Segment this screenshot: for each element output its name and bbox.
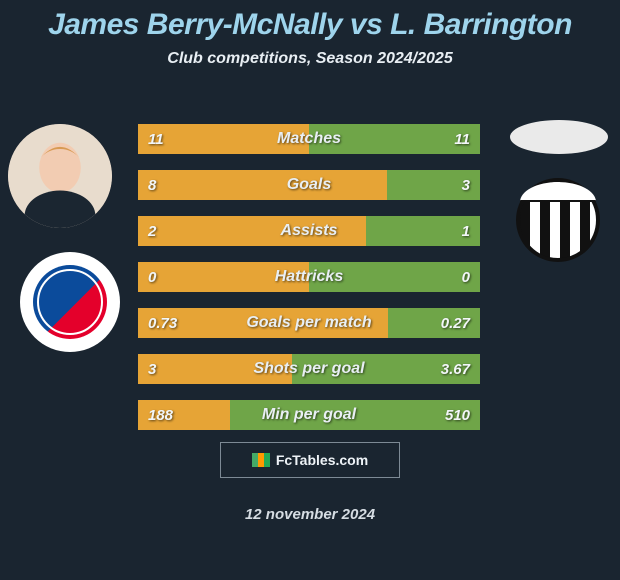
stat-value-left: 3 <box>138 354 166 384</box>
stat-label: Min per goal <box>138 400 480 430</box>
stat-value-left: 2 <box>138 216 166 246</box>
stat-value-right: 0.27 <box>431 308 480 338</box>
stat-value-right: 3.67 <box>431 354 480 384</box>
stat-row: Hattricks0 0 <box>138 262 480 292</box>
stat-value-right: 510 <box>435 400 480 430</box>
stat-value-right: 11 <box>444 124 480 154</box>
stat-row: Shots per goal3 3.67 <box>138 354 480 384</box>
stat-row: Min per goal188 510 <box>138 400 480 430</box>
stat-value-left: 0.73 <box>138 308 187 338</box>
stat-label: Matches <box>138 124 480 154</box>
club-badge-right <box>508 170 608 270</box>
brand-logo-icon <box>252 453 270 467</box>
stat-row: Goals per match0.73 0.27 <box>138 308 480 338</box>
stat-value-right: 0 <box>452 262 480 292</box>
stat-value-left: 188 <box>138 400 183 430</box>
stat-row: Goals8 3 <box>138 170 480 200</box>
comparison-subtitle: Club competitions, Season 2024/2025 <box>0 50 620 68</box>
player-photo-left <box>8 124 112 228</box>
date-generated: 12 november 2024 <box>0 506 620 523</box>
brand-attribution: FcTables.com <box>220 442 400 478</box>
stat-value-left: 8 <box>138 170 166 200</box>
stat-value-left: 0 <box>138 262 166 292</box>
stat-label: Goals <box>138 170 480 200</box>
club-badge-left <box>20 252 120 352</box>
stat-label: Goals per match <box>138 308 480 338</box>
stat-label: Assists <box>138 216 480 246</box>
stat-label: Shots per goal <box>138 354 480 384</box>
stat-value-left: 11 <box>138 124 174 154</box>
player-photo-right-placeholder <box>510 120 608 154</box>
stat-row: Assists2 1 <box>138 216 480 246</box>
stat-label: Hattricks <box>138 262 480 292</box>
stat-row: Matches11 11 <box>138 124 480 154</box>
stat-value-right: 3 <box>452 170 480 200</box>
stat-value-right: 1 <box>452 216 480 246</box>
brand-name: FcTables.com <box>276 452 368 468</box>
comparison-bars: Matches11 11 Goals8 3 Assists2 1 Hattricks0 0 Go… <box>138 124 480 446</box>
comparison-title: James Berry-McNally vs L. Barrington <box>0 0 620 42</box>
